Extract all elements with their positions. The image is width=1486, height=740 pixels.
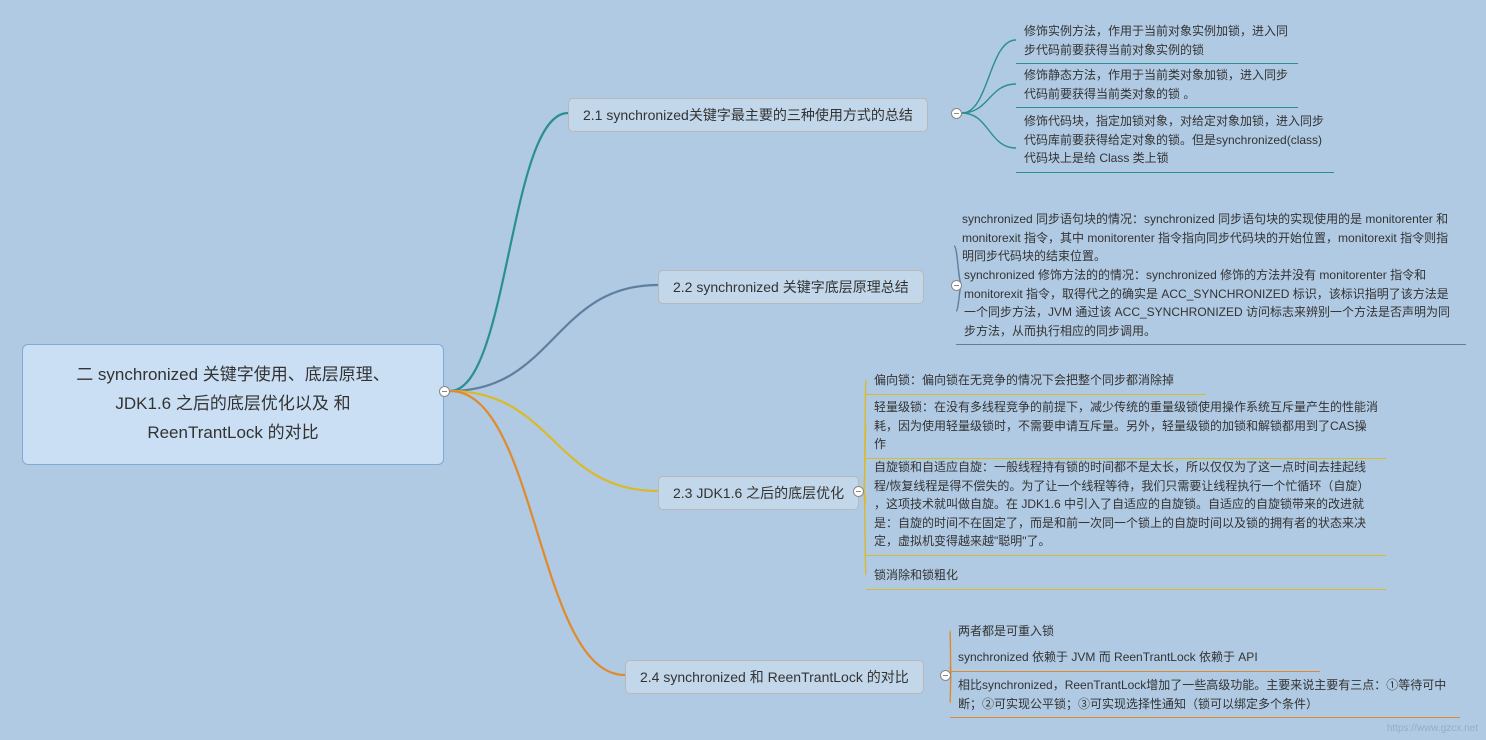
leaf-node[interactable]: 修饰代码块，指定加锁对象，对给定对象加锁，进入同步代码库前要获得给定对象的锁。但… <box>1016 108 1334 173</box>
leaf-node[interactable]: 偏向锁：偏向锁在无竞争的情况下会把整个同步都消除掉 <box>866 367 1206 395</box>
branch-node-b24[interactable]: 2.4 synchronized 和 ReenTrantLock 的对比 <box>625 660 924 694</box>
expand-handle[interactable] <box>951 108 962 119</box>
leaf-node[interactable]: 修饰静态方法，作用于当前类对象加锁，进入同步代码前要获得当前类对象的锁 。 <box>1016 62 1298 108</box>
leaf-node[interactable]: 相比synchronized，ReenTrantLock增加了一些高级功能。主要… <box>950 672 1460 718</box>
branch-node-b23[interactable]: 2.3 JDK1.6 之后的底层优化 <box>658 476 859 510</box>
leaf-node[interactable]: 轻量级锁：在没有多线程竞争的前提下，减少传统的重量级锁使用操作系统互斥量产生的性… <box>866 394 1386 459</box>
leaf-node[interactable]: 锁消除和锁粗化 <box>866 562 1386 590</box>
watermark: https://www.gzcx.net <box>1387 723 1478 734</box>
root-line-1: 二 synchronized 关键字使用、底层原理、 <box>47 361 419 390</box>
branch-node-b21[interactable]: 2.1 synchronized关键字最主要的三种使用方式的总结 <box>568 98 928 132</box>
expand-handle[interactable] <box>439 386 450 397</box>
expand-handle[interactable] <box>853 486 864 497</box>
expand-handle[interactable] <box>951 280 962 291</box>
root-line-3: ReenTrantLock 的对比 <box>47 419 419 448</box>
leaf-node[interactable]: synchronized 依赖于 JVM 而 ReenTrantLock 依赖于… <box>950 644 1320 672</box>
leaf-node[interactable]: synchronized 同步语句块的情况：synchronized 同步语句块… <box>954 206 1459 270</box>
root-line-2: JDK1.6 之后的底层优化以及 和 <box>47 390 419 419</box>
leaf-node[interactable]: 两者都是可重入锁 <box>950 618 1090 645</box>
root-node[interactable]: 二 synchronized 关键字使用、底层原理、 JDK1.6 之后的底层优… <box>22 344 444 465</box>
leaf-node[interactable]: synchronized 修饰方法的的情况：synchronized 修饰的方法… <box>956 262 1466 345</box>
leaf-node[interactable]: 自旋锁和自适应自旋：一般线程持有锁的时间都不是太长，所以仅仅为了这一点时间去挂起… <box>866 454 1386 556</box>
expand-handle[interactable] <box>940 670 951 681</box>
leaf-node[interactable]: 修饰实例方法，作用于当前对象实例加锁，进入同步代码前要获得当前对象实例的锁 <box>1016 18 1298 64</box>
branch-node-b22[interactable]: 2.2 synchronized 关键字底层原理总结 <box>658 270 924 304</box>
